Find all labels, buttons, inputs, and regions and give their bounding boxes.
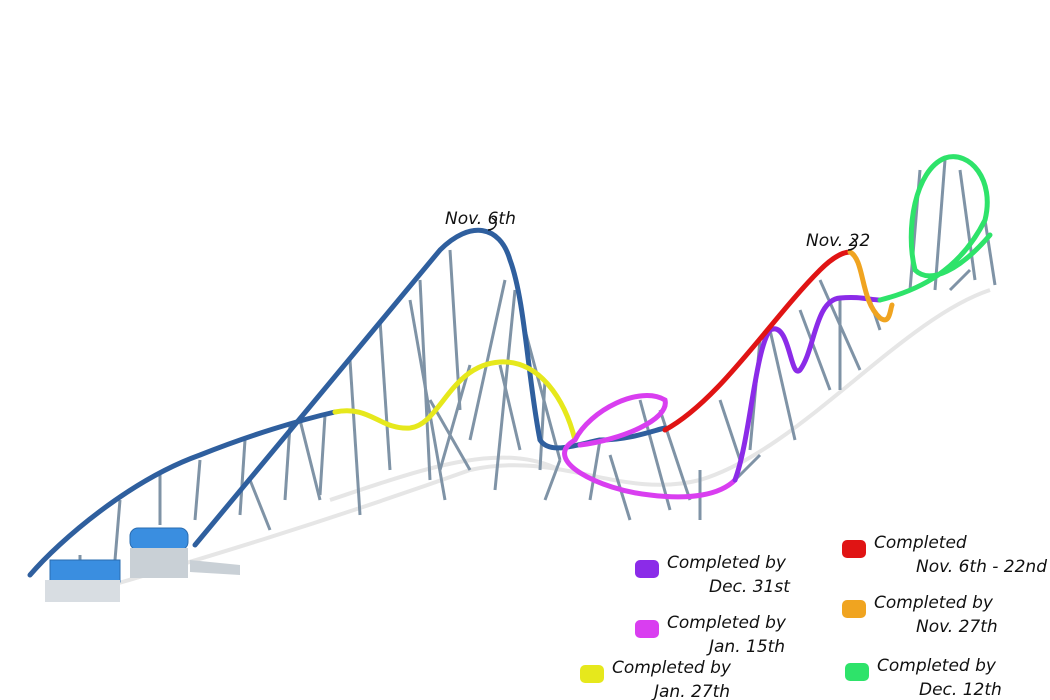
support — [983, 219, 997, 286]
legend-label: Completed by — [612, 658, 732, 678]
support — [113, 499, 122, 561]
support — [238, 439, 247, 516]
legend-label: Completed by — [667, 613, 787, 633]
track-section — [662, 249, 853, 433]
support — [318, 414, 327, 496]
support — [733, 453, 762, 482]
support — [438, 364, 472, 471]
track-section — [562, 393, 738, 500]
support — [378, 319, 392, 471]
supports — [78, 159, 997, 590]
support — [543, 459, 562, 501]
legend-label: Jan. 27th — [651, 682, 730, 700]
legend-label: Completed — [874, 533, 967, 553]
legend-label: Nov. 6th - 22nd — [916, 557, 1047, 577]
legend-swatch — [842, 600, 866, 618]
legend-swatch — [842, 540, 866, 558]
track-section — [332, 359, 578, 443]
legend-label: Dec. 12th — [919, 680, 1002, 700]
support — [248, 479, 272, 531]
track-section — [732, 294, 883, 483]
legend-swatch — [635, 560, 659, 578]
support — [523, 329, 562, 461]
support — [638, 399, 672, 511]
legend-label: Completed by — [877, 656, 997, 676]
support — [718, 399, 742, 461]
support — [468, 279, 507, 441]
legend-label: Nov. 27th — [916, 617, 998, 637]
support — [588, 439, 602, 501]
legend-swatch — [635, 620, 659, 638]
support — [348, 359, 362, 516]
legend-label: Jan. 15th — [706, 637, 785, 657]
track-section — [877, 154, 993, 303]
annotation: Nov. 6th — [445, 209, 516, 229]
support — [768, 329, 797, 441]
support — [408, 299, 447, 501]
annotation: Nov. 22 — [806, 231, 870, 251]
track-section — [847, 249, 895, 323]
station — [45, 527, 240, 602]
annotation-arrow — [847, 237, 858, 251]
support — [298, 419, 322, 501]
support — [948, 268, 972, 292]
support — [193, 459, 202, 521]
support — [798, 309, 832, 391]
support — [538, 379, 547, 471]
legend-label: Completed by — [874, 593, 994, 613]
support — [658, 409, 692, 501]
support — [933, 159, 947, 291]
support — [498, 364, 522, 451]
legend-label: Completed by — [667, 553, 787, 573]
annotation-arrow — [487, 217, 497, 231]
track-lift-drop — [192, 227, 603, 548]
support — [283, 424, 292, 501]
legend-swatch — [845, 663, 869, 681]
legend-label: Dec. 31st — [709, 577, 791, 597]
legend-swatch — [580, 665, 604, 683]
support — [958, 169, 977, 281]
